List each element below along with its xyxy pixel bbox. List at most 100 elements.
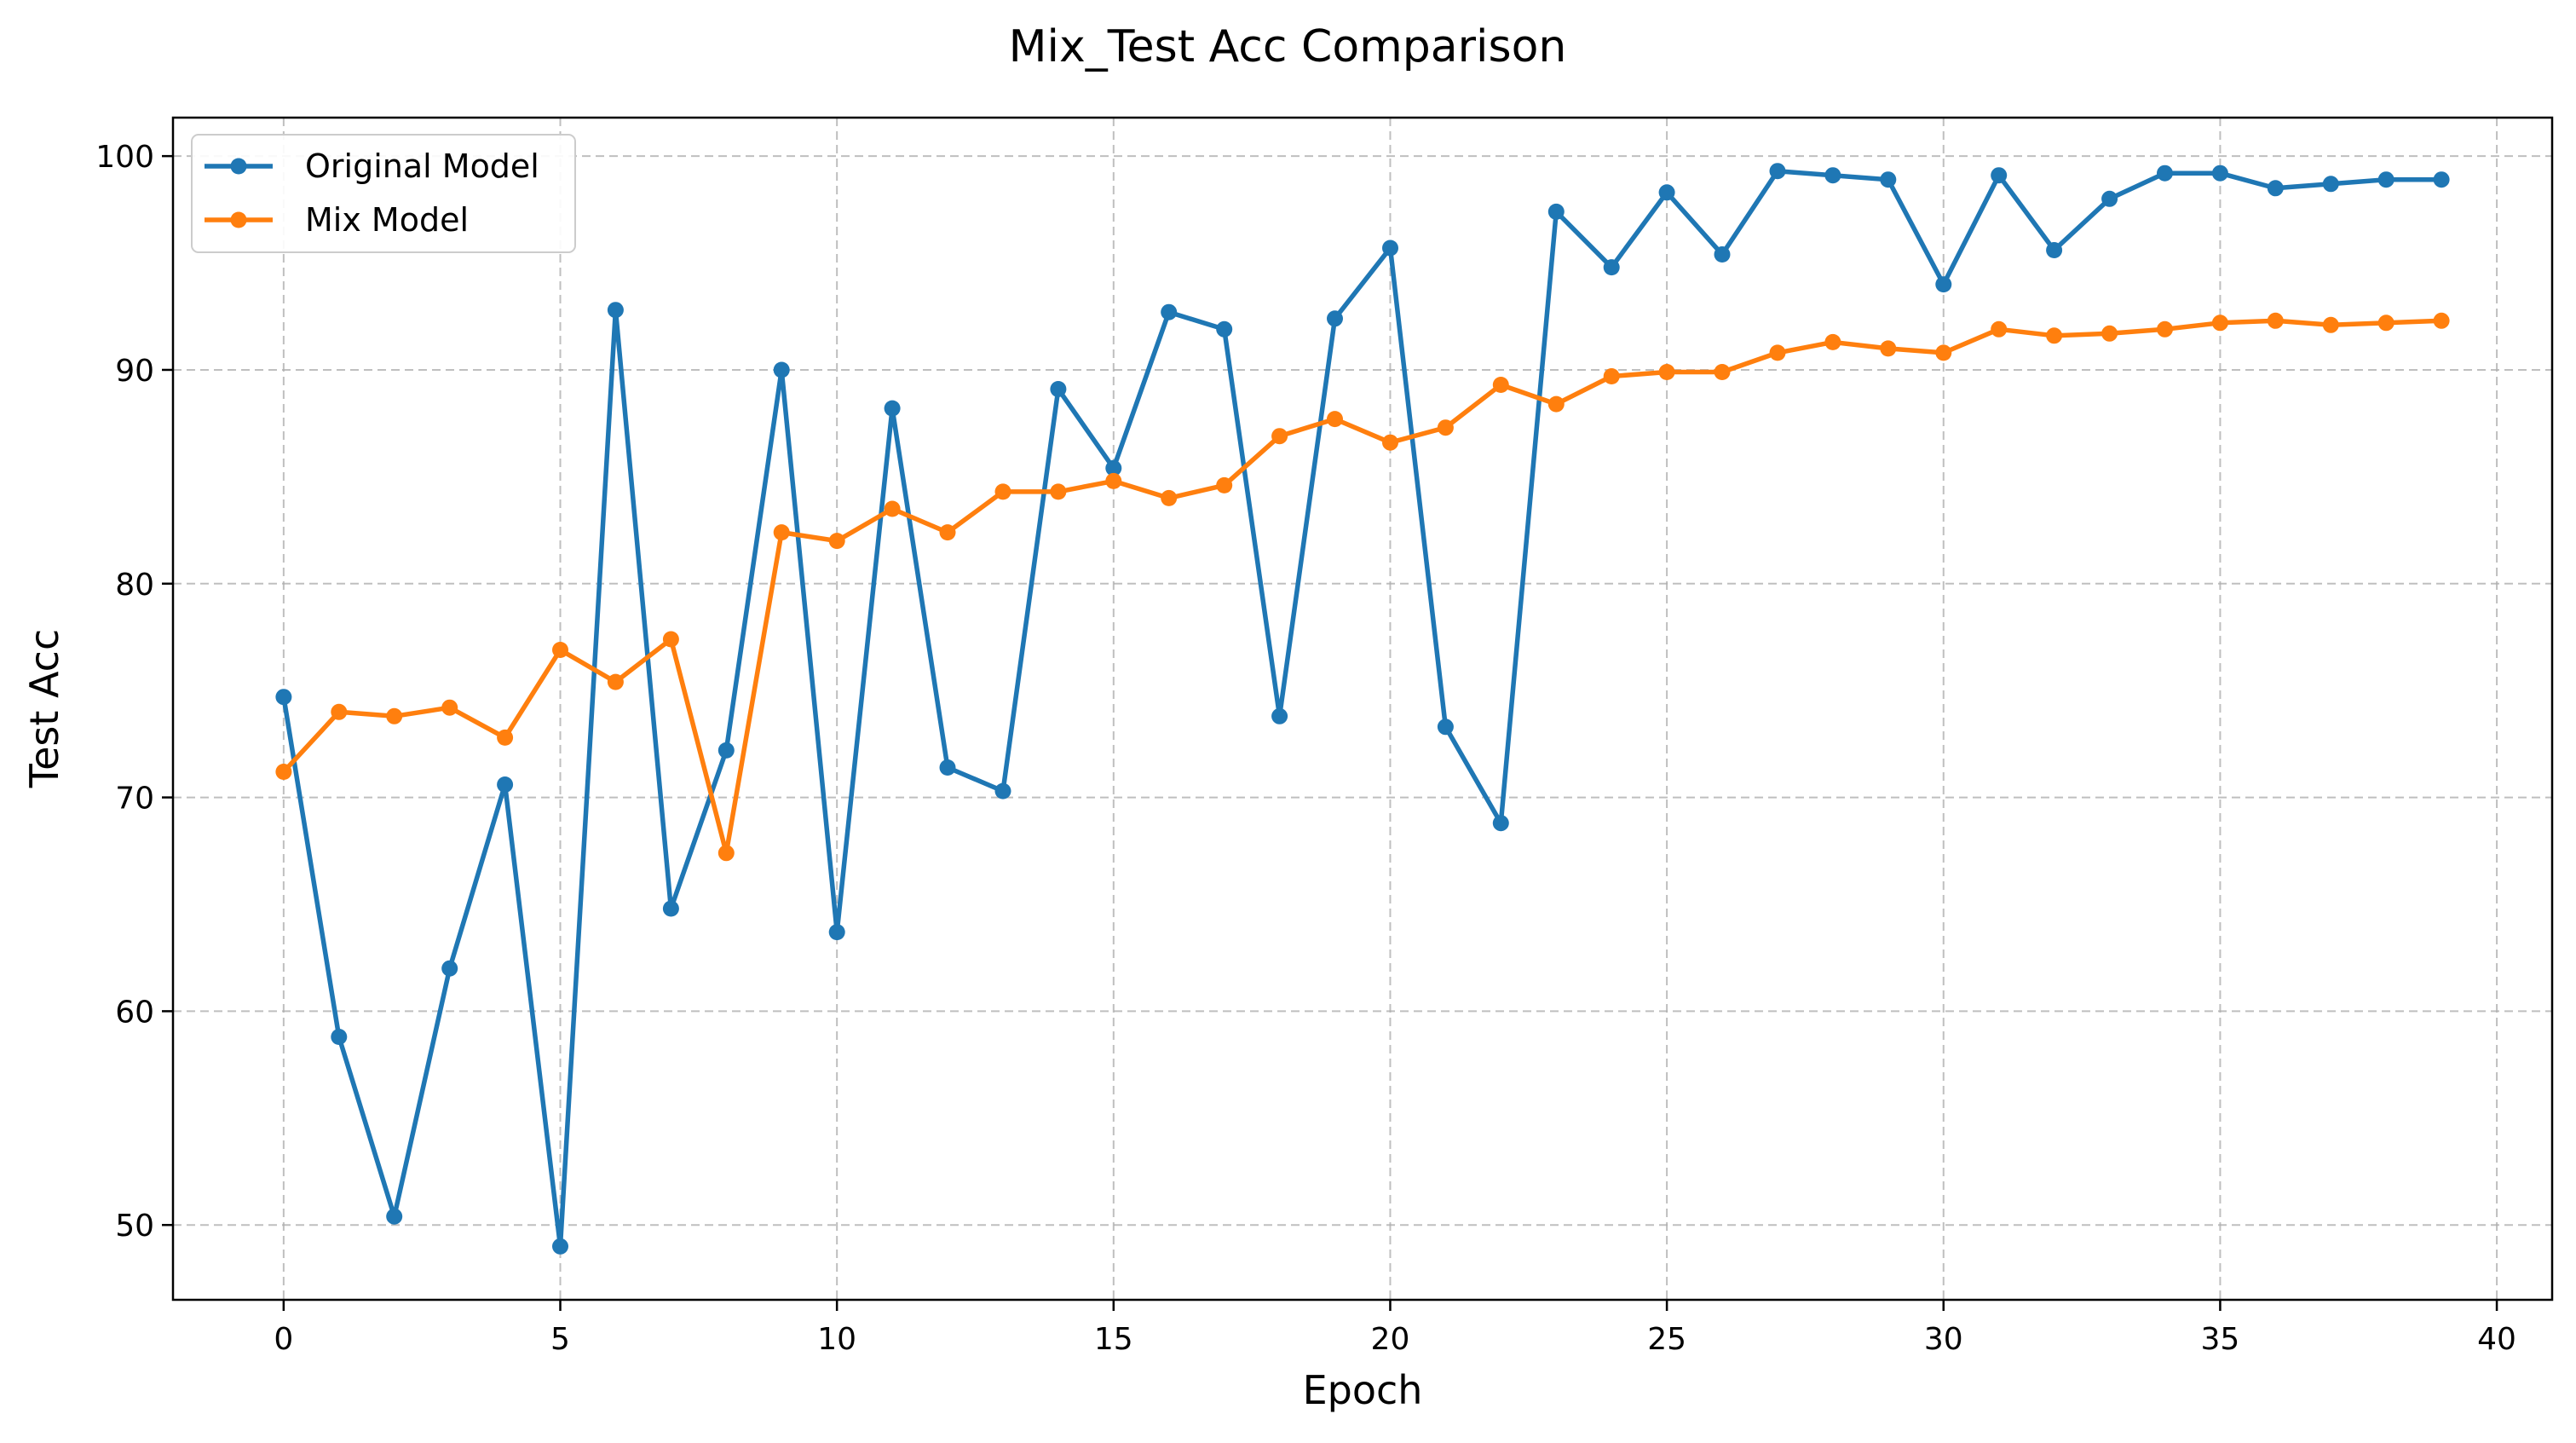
data-point xyxy=(2377,171,2394,188)
y-tick-label: 100 xyxy=(95,140,154,175)
data-point xyxy=(1327,310,1343,327)
data-point xyxy=(2211,315,2228,332)
data-point xyxy=(1547,203,1565,220)
data-point xyxy=(1824,333,1841,350)
data-point xyxy=(1216,476,1233,494)
y-tick-label: 50 xyxy=(115,1209,154,1244)
data-point xyxy=(2433,312,2450,329)
data-point xyxy=(1824,167,1841,184)
data-point xyxy=(386,1208,403,1225)
data-point xyxy=(331,703,348,720)
x-tick-label: 5 xyxy=(550,1322,570,1357)
data-point xyxy=(1991,167,2008,184)
series-line-original-model xyxy=(281,168,2444,1250)
data-point xyxy=(994,483,1011,500)
legend-entry-mix-model: Mix Model xyxy=(205,201,469,239)
data-point xyxy=(1105,459,1122,476)
data-point xyxy=(2046,327,2063,344)
data-point xyxy=(607,673,624,690)
y-tick-label: 80 xyxy=(115,568,154,603)
y-axis-label: Test Acc xyxy=(21,629,67,788)
data-point xyxy=(1271,707,1288,724)
data-point xyxy=(331,1029,348,1045)
data-point xyxy=(1769,163,1786,180)
data-point xyxy=(386,707,403,724)
data-point xyxy=(441,960,458,977)
data-point xyxy=(1382,240,1398,257)
data-point xyxy=(939,759,956,776)
data-point xyxy=(1492,377,1509,393)
data-point xyxy=(2267,312,2284,329)
data-point xyxy=(1658,184,1675,201)
data-point xyxy=(1714,246,1731,263)
data-point xyxy=(2322,176,2339,193)
data-point xyxy=(1603,368,1620,384)
series-line-mix-model xyxy=(281,318,2444,856)
data-point xyxy=(275,689,292,706)
series-mix-model xyxy=(275,312,2450,862)
series-original-model xyxy=(275,163,2450,1255)
x-axis-ticks: 0 5 10 15 20 25 30 35 40 xyxy=(274,1300,2516,1357)
data-point xyxy=(552,1238,568,1255)
chart-title: Mix_Test Acc Comparison xyxy=(1009,21,1567,72)
x-tick-label: 15 xyxy=(1094,1322,1133,1357)
data-point xyxy=(275,764,292,780)
data-point xyxy=(1880,171,1897,188)
x-tick-label: 0 xyxy=(274,1322,293,1357)
series-layer xyxy=(275,163,2450,1255)
data-point xyxy=(884,500,901,517)
data-point xyxy=(497,729,514,746)
data-point xyxy=(2046,242,2063,258)
data-point xyxy=(1327,411,1343,428)
data-point xyxy=(1935,276,1952,293)
x-tick-label: 10 xyxy=(817,1322,856,1357)
data-point xyxy=(1492,815,1509,832)
data-point xyxy=(2101,190,2118,207)
data-point xyxy=(2377,315,2394,332)
data-point xyxy=(939,524,956,541)
data-point xyxy=(2433,171,2450,188)
data-point xyxy=(441,699,458,716)
data-point xyxy=(773,361,790,378)
data-point xyxy=(662,900,679,917)
data-point xyxy=(2157,165,2173,182)
legend: Original Model Mix Model xyxy=(191,134,576,253)
data-point xyxy=(1547,395,1565,413)
data-point xyxy=(1603,259,1620,276)
data-point xyxy=(662,631,679,648)
data-point xyxy=(1271,428,1288,445)
data-point xyxy=(1382,434,1398,451)
data-point xyxy=(1105,472,1122,489)
legend-label: Mix Model xyxy=(305,201,469,239)
data-point xyxy=(828,924,845,941)
data-point xyxy=(1880,340,1897,357)
grid xyxy=(173,118,2552,1300)
data-point xyxy=(497,776,514,793)
data-point xyxy=(828,533,845,550)
x-tick-label: 40 xyxy=(2477,1322,2516,1357)
y-axis-ticks: 50 60 70 80 90 100 xyxy=(95,140,173,1244)
data-point xyxy=(1437,719,1454,736)
legend-box xyxy=(191,134,576,253)
data-point xyxy=(1991,320,2008,338)
data-point xyxy=(2157,320,2173,338)
data-point xyxy=(884,400,901,417)
data-point xyxy=(1216,320,1233,338)
x-tick-label: 30 xyxy=(1924,1322,1963,1357)
data-point xyxy=(773,524,790,541)
data-point xyxy=(552,642,568,658)
data-point xyxy=(2267,180,2284,197)
data-point xyxy=(1161,489,1178,506)
x-tick-label: 35 xyxy=(2201,1322,2240,1357)
legend-label: Original Model xyxy=(305,147,539,185)
data-point xyxy=(607,302,624,319)
x-tick-label: 20 xyxy=(1371,1322,1410,1357)
x-tick-label: 25 xyxy=(1647,1322,1686,1357)
x-axis-label: Epoch xyxy=(1303,1367,1423,1413)
y-tick-label: 90 xyxy=(115,354,154,389)
data-point xyxy=(1161,303,1178,320)
data-point xyxy=(1769,344,1786,361)
data-point xyxy=(717,845,735,862)
data-point xyxy=(1050,381,1067,397)
